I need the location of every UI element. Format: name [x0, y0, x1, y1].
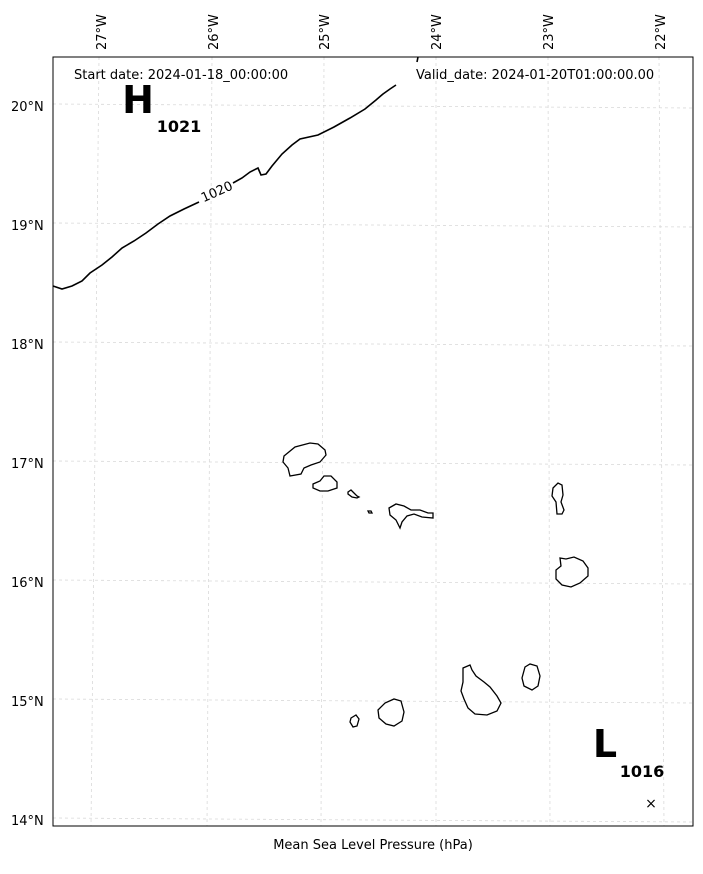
lat-label-19n: 19°N [11, 219, 44, 234]
lon-label-27w: 27°W [95, 14, 110, 50]
longitude-labels: 27°W 26°W 25°W 24°W 23°W 22°W [95, 14, 669, 50]
lat-label-20n: 20°N [11, 100, 44, 115]
meridian-22w [658, 56, 665, 827]
valid-date: Valid_date: 2024-01-20T01:00:00.00 [416, 68, 654, 83]
graticule [52, 56, 694, 827]
meridian-26w [206, 56, 213, 827]
parallel-20n [52, 103, 694, 109]
island-sal [551, 482, 565, 515]
high-pressure-value: 1021 [157, 117, 202, 136]
lon-label-24w: 24°W [430, 14, 445, 50]
isobar-1020-line-east [232, 84, 397, 184]
map-xlabel: Mean Sea Level Pressure (hPa) [273, 838, 473, 853]
lon-label-25w: 25°W [318, 14, 333, 50]
latitude-labels: 20°N 19°N 18°N 17°N 16°N 15°N 14°N [11, 100, 44, 829]
isobar-1020-line-west [52, 201, 200, 290]
low-pressure-value: 1016 [620, 762, 665, 781]
start-date: Start date: 2024-01-18_00:00:00 [74, 68, 288, 83]
island-fogo [377, 698, 405, 727]
island-brava [349, 714, 360, 728]
island-sao-nicolau [388, 503, 434, 530]
parallel-16n [52, 579, 694, 585]
parallel-14n [52, 817, 694, 823]
map-frame [52, 56, 694, 827]
meridian-23w [547, 56, 551, 827]
parallel-19n [52, 222, 694, 228]
island-sao-vicente [312, 475, 338, 492]
island-raso [366, 510, 374, 514]
lat-label-17n: 17°N [11, 457, 44, 472]
isobar-1020-edge-fragment [416, 56, 419, 63]
island-santa-luzia [347, 489, 361, 499]
parallel-15n [52, 698, 694, 704]
lon-label-23w: 23°W [542, 14, 557, 50]
lon-label-22w: 22°W [654, 14, 669, 50]
island-maio [521, 663, 541, 691]
lat-label-18n: 18°N [11, 338, 44, 353]
lon-label-26w: 26°W [207, 14, 222, 50]
lat-label-16n: 16°N [11, 576, 44, 591]
lat-label-14n: 14°N [11, 814, 44, 829]
island-boa-vista [555, 556, 589, 588]
low-pressure-letter: L [593, 722, 617, 766]
low-pressure-center-marker: × [645, 796, 657, 812]
high-pressure-letter: H [122, 78, 154, 122]
meridian-25w [320, 56, 325, 827]
parallel-18n [52, 341, 694, 347]
lat-label-15n: 15°N [11, 695, 44, 710]
parallel-17n [52, 460, 694, 466]
island-santiago [460, 664, 502, 716]
meridian-27w [90, 56, 100, 827]
isobar-1020: 1020 [52, 56, 419, 290]
islands [282, 442, 589, 728]
isobar-1020-label: 1020 [199, 179, 235, 206]
island-santo-antao [282, 442, 327, 477]
